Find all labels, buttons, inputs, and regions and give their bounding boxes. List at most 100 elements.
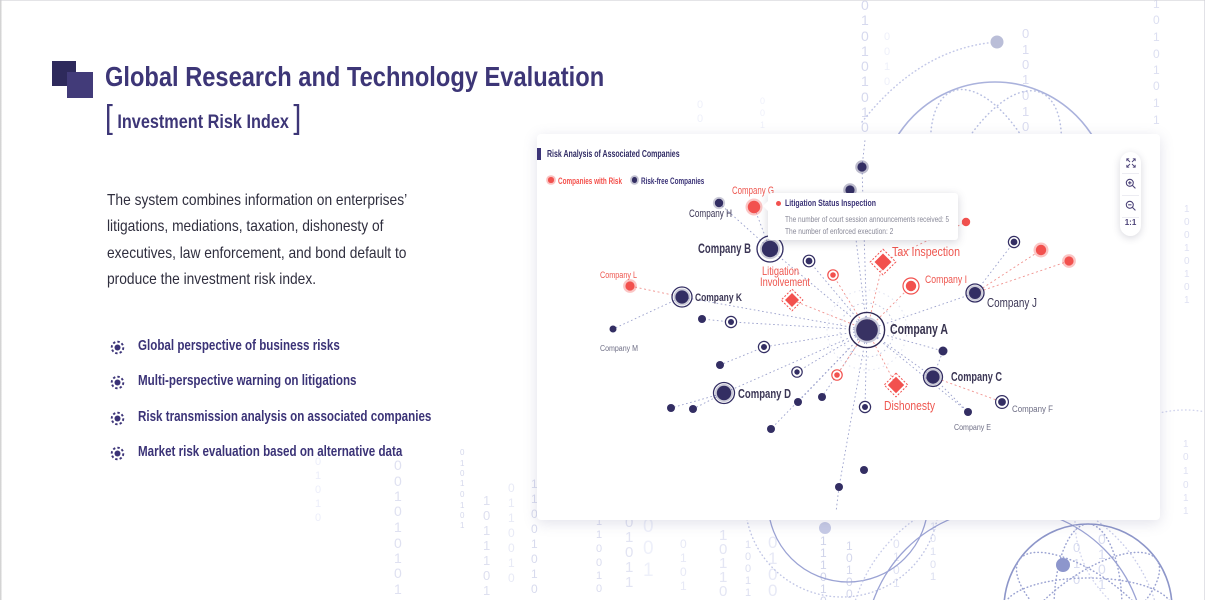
svg-text:1: 1 [508,496,515,510]
svg-text:0: 0 [820,570,827,584]
svg-text:Company C: Company C [951,370,1002,384]
svg-text:0: 0 [460,469,465,478]
svg-text:1: 1 [1098,576,1106,592]
svg-text:0: 0 [531,522,538,536]
svg-text:0: 0 [1073,540,1080,555]
svg-text:1: 1 [508,511,515,525]
svg-text:1: 1 [483,523,490,538]
svg-text:1: 1 [1183,466,1189,477]
svg-text:1: 1 [531,477,538,491]
svg-text:1: 1 [680,551,687,565]
svg-text:1: 1 [1022,42,1029,57]
svg-text:0: 0 [531,507,538,521]
svg-text:1: 1 [1183,506,1189,517]
svg-text:0: 0 [680,565,687,579]
svg-text:1: 1 [483,538,490,553]
svg-text:1: 1 [893,550,900,564]
svg-text:0: 0 [680,537,687,551]
svg-text:Company K: Company K [695,292,742,304]
svg-text:0: 0 [483,568,490,583]
svg-text:1: 1 [930,546,936,558]
svg-text:Company H: Company H [689,208,732,220]
svg-text:1: 1 [745,587,751,599]
svg-text:1: 1 [1098,546,1106,562]
svg-text:1: 1 [643,560,654,581]
svg-text:0: 0 [893,563,900,577]
svg-text:0: 0 [1022,88,1029,103]
svg-text:Company L: Company L [600,270,637,280]
svg-text:0: 0 [1184,256,1190,267]
svg-text:1: 1 [884,61,890,73]
svg-text:1: 1 [394,488,402,504]
svg-text:1: 1 [719,527,727,544]
svg-text:0: 0 [1153,79,1160,93]
svg-text:1: 1 [719,555,727,572]
svg-text:1: 1 [861,73,869,89]
svg-text:0: 0 [1098,531,1106,547]
svg-text:0: 0 [625,514,633,531]
svg-text:1: 1 [893,576,900,590]
svg-text:0: 0 [460,490,465,499]
svg-text:0: 0 [861,119,869,135]
svg-text:0: 0 [745,551,751,563]
svg-text:0: 0 [1184,282,1190,293]
svg-text:1: 1 [531,492,538,506]
svg-text:1: 1 [315,498,321,510]
svg-text:1: 1 [820,582,827,596]
svg-text:1: 1 [315,470,321,482]
svg-text:Tax Inspection: Tax Inspection [892,245,960,259]
svg-text:1: 1 [1184,204,1190,215]
svg-text:0: 0 [596,543,602,555]
svg-text:1: 1 [861,104,869,120]
svg-text:0: 0 [820,594,827,600]
svg-text:0: 0 [861,0,869,13]
svg-text:0: 0 [596,557,602,569]
svg-text:0: 0 [1022,57,1029,72]
svg-text:1: 1 [1153,30,1160,44]
svg-text:0: 0 [745,563,751,575]
svg-text:0: 0 [394,457,402,473]
svg-text:0: 0 [1153,47,1160,61]
svg-text:0: 0 [861,89,869,105]
svg-text:0: 0 [483,508,490,523]
svg-text:1: 1 [846,563,853,577]
svg-text:Involvement: Involvement [760,275,811,289]
svg-text:0: 0 [846,551,853,565]
svg-text:1: 1 [483,553,490,568]
svg-text:0: 0 [768,565,777,584]
svg-text:1: 1 [596,529,602,541]
svg-text:Company B: Company B [698,241,751,256]
svg-text:1: 1 [745,539,751,551]
svg-text:1: 1 [719,569,727,586]
svg-text:1: 1 [460,501,465,510]
svg-text:0: 0 [531,552,538,566]
svg-text:1: 1 [1153,63,1160,77]
svg-text:1: 1 [460,479,465,488]
svg-text:0: 0 [861,28,869,44]
svg-text:0: 0 [643,538,654,559]
svg-text:1: 1 [820,546,827,560]
svg-text:0: 0 [531,582,538,596]
svg-text:0: 0 [861,58,869,74]
svg-text:1: 1 [508,556,515,570]
svg-text:0: 0 [460,511,465,520]
svg-text:1: 1 [820,558,827,572]
svg-text:0: 0 [394,503,402,519]
svg-text:0: 0 [1022,119,1029,134]
svg-text:1: 1 [861,43,869,59]
svg-text:0: 0 [508,526,515,540]
svg-text:1: 1 [760,120,765,130]
svg-text:0: 0 [1183,480,1189,491]
svg-text:1: 1 [483,583,490,598]
svg-text:0: 0 [719,583,727,600]
svg-text:Company E: Company E [954,422,991,432]
svg-text:0: 0 [508,481,515,495]
svg-text:0: 0 [315,512,321,524]
svg-text:1: 1 [1153,113,1160,127]
svg-text:1: 1 [596,570,602,582]
svg-text:0: 0 [884,46,890,58]
svg-text:1: 1 [394,581,402,597]
svg-text:0: 0 [1153,13,1160,27]
svg-text:0: 0 [1183,452,1189,463]
svg-text:1: 1 [1153,96,1160,110]
